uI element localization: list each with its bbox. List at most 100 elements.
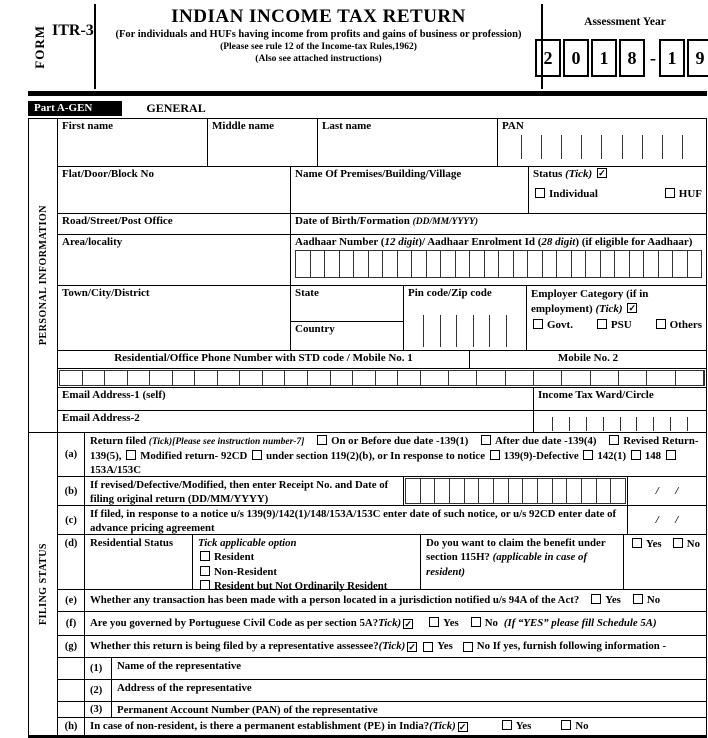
aadhaar-char-cell[interactable]	[543, 251, 557, 277]
checkbox-148[interactable]	[630, 449, 641, 460]
aadhaar-field[interactable]: Aadhaar Number (12 digit)/ Aadhaar Enrol…	[291, 235, 706, 285]
ward-char-cell[interactable]	[670, 417, 687, 431]
checkbox-rnor[interactable]	[200, 579, 210, 590]
aadhaar-char-cell[interactable]	[340, 251, 354, 277]
phone2-char-cell[interactable]	[506, 371, 534, 385]
receipt-char-cell[interactable]	[494, 479, 509, 503]
receipt-char-cell[interactable]	[538, 479, 553, 503]
ward-char-cell[interactable]	[568, 417, 586, 431]
phone2-char-cell[interactable]	[534, 371, 563, 385]
checkbox-representative-yes[interactable]	[423, 641, 434, 652]
aadhaar-char-cell[interactable]	[485, 251, 499, 277]
aadhaar-char-cell[interactable]	[601, 251, 615, 277]
aadhaar-char-cell[interactable]	[586, 251, 601, 277]
dob-field[interactable]: Date of Birth/Formation (DD/MM/YYYY)	[291, 214, 706, 234]
aadhaar-char-cell[interactable]	[673, 251, 688, 277]
last-name-field[interactable]: Last name	[318, 119, 498, 166]
receipt-char-cell[interactable]	[611, 479, 625, 503]
ward-char-cell[interactable]	[619, 417, 637, 431]
aadhaar-char-cell[interactable]	[557, 251, 572, 277]
phone1-char-cell[interactable]	[218, 371, 241, 385]
aadhaar-char-cell[interactable]	[470, 251, 485, 277]
receipt-char-cell[interactable]	[567, 479, 583, 503]
row-h-tick-checkbox[interactable]: ✓	[457, 721, 468, 732]
pan-char-cell[interactable]	[581, 135, 601, 159]
pan-char-cell[interactable]	[661, 135, 682, 159]
phone1-char-cell[interactable]	[128, 371, 151, 385]
aadhaar-char-cell[interactable]	[572, 251, 586, 277]
phone2-char-cell[interactable]	[647, 371, 676, 385]
ward-char-cell[interactable]	[585, 417, 603, 431]
row-f-tick-checkbox[interactable]: ✓	[403, 618, 414, 629]
premises-field[interactable]: Name Of Premises/Building/Village	[291, 167, 529, 213]
pan-char-cell[interactable]	[681, 135, 702, 159]
checkbox-govt[interactable]	[533, 318, 543, 329]
phone1-char-cell[interactable]	[308, 371, 331, 385]
pin-char-cell[interactable]	[456, 315, 472, 347]
checkbox-psu[interactable]	[596, 318, 607, 329]
receipt-char-cell[interactable]	[553, 479, 568, 503]
aadhaar-char-cell[interactable]	[456, 251, 470, 277]
aadhaar-char-cell[interactable]	[659, 251, 673, 277]
pan-char-cell[interactable]	[641, 135, 662, 159]
ward-char-cell[interactable]	[687, 417, 704, 431]
country-field[interactable]: Country	[291, 322, 403, 350]
ward-char-cell[interactable]	[636, 417, 653, 431]
email2-field[interactable]: Email Address-2	[58, 411, 534, 432]
receipt-char-cell[interactable]	[450, 479, 465, 503]
phone1-char-cell[interactable]	[83, 371, 106, 385]
pan-char-cell[interactable]	[521, 135, 541, 159]
pin-code-field[interactable]: Pin code/Zip code	[404, 286, 527, 350]
aadhaar-char-cell[interactable]	[354, 251, 369, 277]
status-tick-checkbox[interactable]: ✓	[596, 168, 607, 178]
first-name-field[interactable]: First name	[58, 119, 208, 166]
ward-char-cell[interactable]	[602, 417, 620, 431]
receipt-char-cell[interactable]	[421, 479, 436, 503]
aadhaar-char-cell[interactable]	[630, 251, 644, 277]
aadhaar-char-cell[interactable]	[528, 251, 543, 277]
checkbox-139-9-defective[interactable]	[489, 449, 500, 460]
phone2-char-cell[interactable]	[676, 371, 705, 385]
email1-field[interactable]: Email Address-1 (self)	[58, 388, 534, 410]
aadhaar-char-cell[interactable]	[383, 251, 398, 277]
phone1-char-cell[interactable]	[398, 371, 421, 385]
row-b-date-field[interactable]: / /	[627, 477, 706, 505]
aadhaar-char-cell[interactable]	[369, 251, 383, 277]
aadhaar-char-cell[interactable]	[615, 251, 630, 277]
area-locality-field[interactable]: Area/locality	[58, 235, 291, 285]
checkbox-115h-no[interactable]	[672, 538, 683, 548]
ward-char-cell[interactable]	[536, 417, 552, 431]
pan-char-cell[interactable]	[561, 135, 581, 159]
phone1-char-cell[interactable]	[173, 371, 196, 385]
checkbox-representative-no[interactable]	[462, 641, 473, 652]
phone2-char-cell[interactable]	[449, 371, 478, 385]
road-street-field[interactable]: Road/Street/Post Office	[58, 214, 291, 234]
aadhaar-char-cell[interactable]	[296, 251, 311, 277]
checkbox-94a-yes[interactable]	[591, 594, 602, 605]
checkbox-resident[interactable]	[200, 551, 210, 562]
phone2-char-cell[interactable]	[591, 371, 620, 385]
aadhaar-char-cell[interactable]	[325, 251, 340, 277]
receipt-char-cell[interactable]	[509, 479, 524, 503]
ward-circle-field[interactable]: Income Tax Ward/Circle	[534, 388, 706, 410]
aadhaar-char-cell[interactable]	[311, 251, 325, 277]
checkbox-139-4[interactable]	[481, 435, 492, 445]
row-g-tick-checkbox[interactable]: ✓	[407, 641, 418, 652]
pin-char-cell[interactable]	[439, 315, 456, 347]
checkbox-others[interactable]	[655, 318, 666, 329]
pan-char-cell[interactable]	[502, 135, 521, 159]
checkbox-153a-153c[interactable]	[665, 449, 676, 460]
ward-char-cell[interactable]	[551, 417, 569, 431]
aadhaar-char-cell[interactable]	[644, 251, 659, 277]
phone2-char-cell[interactable]	[562, 371, 591, 385]
checkbox-94a-no[interactable]	[632, 594, 643, 605]
phone2-char-cell[interactable]	[477, 371, 506, 385]
middle-name-field[interactable]: Middle name	[208, 119, 318, 166]
checkbox-huf[interactable]	[664, 188, 675, 198]
phone1-char-cell[interactable]	[353, 371, 376, 385]
pan-char-cell[interactable]	[621, 135, 642, 159]
flat-door-block-field[interactable]: Flat/Door/Block No	[58, 167, 291, 213]
checkbox-119-2b[interactable]	[252, 449, 263, 460]
checkbox-individual[interactable]	[535, 188, 545, 198]
aadhaar-char-cell[interactable]	[412, 251, 427, 277]
